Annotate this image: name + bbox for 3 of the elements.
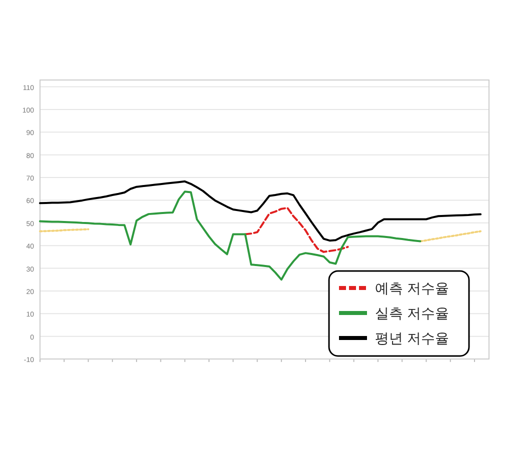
legend-label: 평년 저수율 (375, 330, 449, 346)
legend-label: 예측 저수율 (375, 280, 449, 296)
legend-label: 실측 저수율 (375, 305, 449, 321)
